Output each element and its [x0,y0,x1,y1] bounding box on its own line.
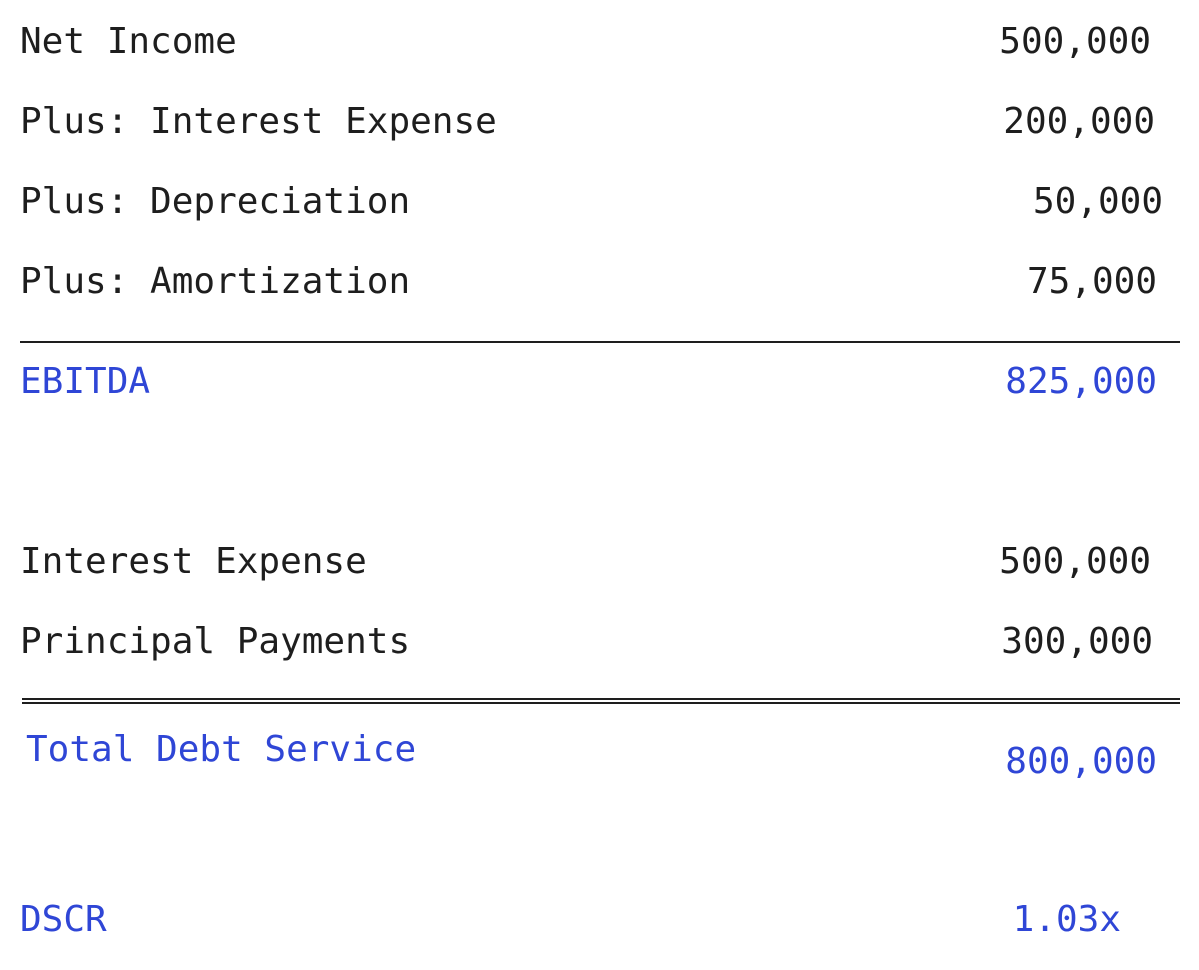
dscr-label: DSCR [20,899,107,940]
line-item-depreciation: Plus: Depreciation 50,000 [0,180,1199,240]
line-item-principal-payments: Principal Payments 300,000 [0,620,1199,680]
subtotal-divider [20,341,1180,343]
line-item-label: Plus: Interest Expense [20,101,497,142]
line-item-label: Plus: Amortization [20,261,411,302]
line-item-value: 300,000 [1001,621,1153,662]
total-debt-service-row: Total Debt Service 800,000 [0,728,1199,788]
dscr-value: 1.03x [1012,899,1121,940]
ebitda-total-value: 825,000 [1005,361,1157,402]
line-item-value: 500,000 [999,21,1151,62]
line-item-interest-expense-ds: Interest Expense 500,000 [0,540,1199,600]
line-item-amortization: Plus: Amortization 75,000 [0,260,1199,320]
line-item-net-income: Net Income 500,000 [0,20,1199,80]
total-double-divider [22,698,1180,704]
line-item-label: Net Income [20,21,237,62]
line-item-value: 50,000 [1032,181,1163,222]
line-item-value: 75,000 [1026,261,1157,302]
ebitda-total-label: EBITDA [20,361,151,402]
line-item-label: Plus: Depreciation [20,181,411,222]
line-item-value: 500,000 [999,541,1151,582]
ebitda-total-row: EBITDA 825,000 [0,360,1199,420]
total-debt-service-label: Total Debt Service [26,729,417,770]
dscr-row: DSCR 1.03x [0,898,1199,958]
line-item-label: Interest Expense [20,541,367,582]
line-item-label: Principal Payments [20,621,411,662]
line-item-interest-expense: Plus: Interest Expense 200,000 [0,100,1199,160]
total-debt-service-value: 800,000 [1005,741,1157,782]
line-item-value: 200,000 [1003,101,1155,142]
